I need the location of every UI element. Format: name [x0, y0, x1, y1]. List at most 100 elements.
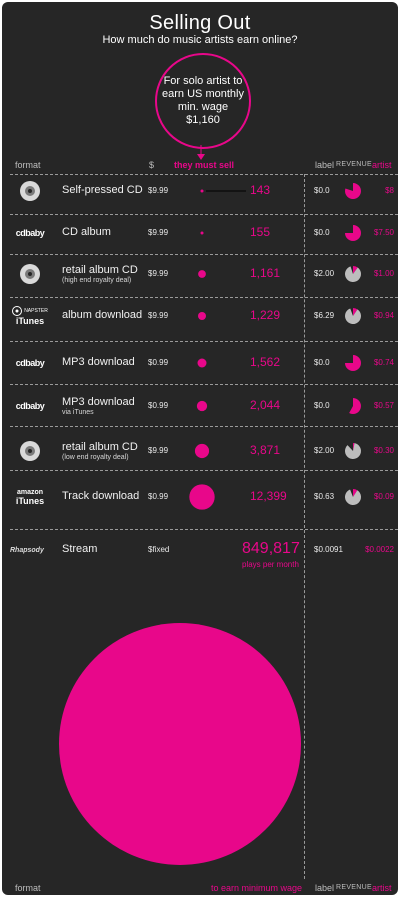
cd-disc-icon [10, 262, 50, 286]
units-value: 3,871 [250, 443, 281, 457]
artist-share-slice [344, 183, 361, 199]
footer-revenue: REVENUE [336, 884, 372, 891]
units-value: 155 [250, 225, 271, 239]
label-share-slice [345, 266, 361, 282]
format-label: MP3 download [62, 356, 135, 368]
units-bubble [198, 312, 206, 320]
header-they-must-sell: they must sell [174, 160, 235, 170]
row-divider [10, 341, 398, 342]
row-divider [10, 297, 398, 298]
footer-format: format [15, 883, 41, 893]
label-revenue-value: $6.29 [314, 311, 335, 320]
artist-revenue-value: $0.0022 [365, 545, 394, 554]
cdbaby-logo: cdbaby [10, 221, 50, 245]
units-value: 2,044 [250, 398, 281, 412]
format-label: retail album CD [62, 264, 138, 276]
row-divider [10, 174, 398, 175]
itunes-logo-text: iTunes [15, 316, 45, 326]
revenue-pie [345, 355, 361, 371]
artist-share-slice [345, 355, 361, 371]
row-divider [10, 384, 398, 385]
callout-text: For solo artist to earn US monthly min. … [162, 75, 244, 113]
format-label: CD album [62, 226, 111, 238]
napster-logo-text: NAPSTER [24, 308, 48, 314]
footer-artist: artist [372, 883, 392, 893]
artist-revenue-value: $7.50 [373, 228, 394, 237]
price-value: $fixed [148, 545, 170, 554]
format-label: Self-pressed CD [62, 184, 143, 196]
units-bubble [198, 270, 206, 278]
amazon-itunes-logo: amazon iTunes [10, 485, 50, 509]
label-share-slice [345, 489, 361, 505]
revenue-pie [345, 225, 361, 241]
units-value: 1,229 [250, 308, 281, 322]
format-note: (low end royalty deal) [62, 454, 129, 461]
cdbaby-logo-text: cdbaby [15, 358, 45, 368]
artist-revenue-value: $0.57 [373, 401, 394, 410]
label-revenue-value: $0.0 [314, 228, 330, 237]
units-bubble [200, 231, 204, 235]
artist-share-slice [345, 225, 361, 241]
price-value: $9.99 [148, 269, 169, 278]
units-bubble [197, 358, 207, 368]
format-label: Track download [62, 490, 140, 502]
itunes-text: iTunes [15, 496, 45, 506]
format-label: Stream [62, 543, 98, 555]
price-value: $9.99 [148, 311, 169, 320]
row-divider [10, 470, 398, 471]
price-value: $9.99 [148, 186, 169, 195]
artist-revenue-value: $0.30 [373, 446, 394, 455]
format-label: retail album CD [62, 441, 138, 453]
revenue-pie [345, 308, 362, 324]
callout-arrow [197, 145, 205, 160]
artist-revenue-value: $8 [385, 186, 394, 195]
rhapsody-logo-text: Rhapsody [10, 546, 44, 554]
footer-to-earn: to earn minimum wage [211, 883, 303, 893]
format-note: (high end royalty deal) [62, 277, 132, 284]
row-divider [10, 426, 398, 427]
label-revenue-value: $0.0 [314, 358, 330, 367]
price-value: $9.99 [148, 446, 169, 455]
page-title: Selling Out [149, 12, 251, 34]
units-bubble [194, 443, 210, 459]
label-revenue-value: $0.0 [314, 401, 330, 410]
label-revenue-value: $2.00 [314, 446, 335, 455]
footer-label: label [315, 883, 335, 893]
units-value: 849,817 [242, 540, 300, 557]
napster-itunes-logo: NAPSTER iTunes [10, 304, 50, 328]
cd-disc-icon [10, 179, 50, 203]
page-subtitle: How much do music artists earn online? [102, 34, 298, 46]
header-revenue: REVENUE [336, 161, 372, 168]
napster-row: NAPSTER [12, 306, 48, 316]
callout-wage: $1,160 [186, 114, 220, 126]
artist-revenue-value: $0.94 [373, 311, 394, 320]
units-bubble [189, 484, 215, 510]
artist-revenue-value: $0.74 [373, 358, 394, 367]
price-value: $0.99 [148, 358, 169, 367]
units-bubble [200, 189, 204, 193]
cdbaby-logo-text: cdbaby [15, 401, 45, 411]
column-divider [304, 174, 305, 879]
header-price: $ [149, 160, 155, 170]
header-format: format [15, 160, 41, 170]
amazon-text: amazon [16, 489, 44, 496]
units-value: 12,399 [250, 489, 287, 503]
units-bubble [59, 623, 301, 865]
units-value: 1,161 [250, 266, 281, 280]
revenue-pie [344, 183, 361, 199]
min-wage-callout: For solo artist to earn US monthly min. … [155, 53, 251, 149]
units-note: plays per month [242, 560, 299, 569]
header-artist: artist [372, 160, 392, 170]
units-bubble [196, 400, 208, 412]
artist-revenue-value: $0.09 [373, 492, 394, 501]
label-revenue-value: $2.00 [314, 269, 335, 278]
price-value: $9.99 [148, 228, 169, 237]
cdbaby-logo: cdbaby [10, 351, 50, 375]
label-revenue-value: $0.0 [314, 186, 330, 195]
label-share-slice [345, 443, 362, 459]
units-value: 143 [250, 183, 271, 197]
cd-disc-icon [10, 439, 50, 463]
revenue-pie [345, 489, 361, 505]
price-value: $0.99 [148, 492, 169, 501]
